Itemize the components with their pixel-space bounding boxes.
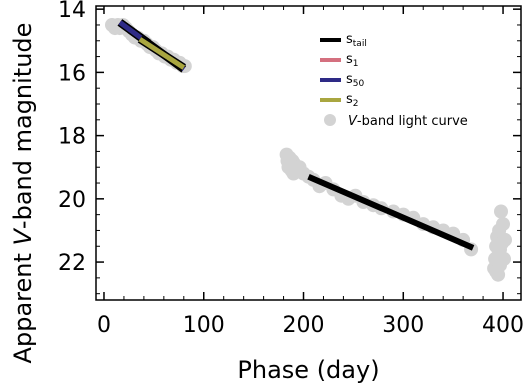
x-tick-label: 300 bbox=[382, 313, 424, 338]
x-tick-label: 400 bbox=[482, 313, 524, 338]
fit-line-s2 bbox=[138, 37, 186, 70]
y-axis-label-part-3: -band magnitude bbox=[9, 23, 37, 230]
light-curve-point bbox=[496, 217, 510, 232]
legend-label-s2: s2 bbox=[346, 92, 359, 109]
legend-label-points: V-band light curve bbox=[348, 114, 468, 129]
legend-marker-points bbox=[324, 114, 336, 126]
light-curve-point bbox=[494, 204, 508, 219]
legend-label-s50: s50 bbox=[346, 72, 365, 89]
legend: stail s1 s50 s2 V-band light curve bbox=[320, 32, 468, 129]
fit-lines bbox=[117, 19, 475, 251]
x-axis-label: Phase (day) bbox=[237, 356, 379, 384]
y-tick-label: 16 bbox=[58, 61, 86, 86]
legend-label-s_tail: stail bbox=[346, 32, 367, 49]
y-axis-label-part-1: Apparent bbox=[9, 245, 37, 363]
x-tick-label: 0 bbox=[97, 313, 111, 338]
legend-label-s1: s1 bbox=[346, 52, 359, 69]
light-curve-point bbox=[497, 251, 511, 266]
plot-frame bbox=[95, 5, 522, 301]
y-tick-label: 18 bbox=[58, 125, 86, 150]
fit-line-outline-s_tail bbox=[307, 173, 475, 251]
y-tick-label: 14 bbox=[58, 0, 86, 23]
axis-ticks: 0 100 200 300 400 14 16 18 20 22 bbox=[58, 0, 524, 338]
x-tick-label: 100 bbox=[183, 313, 225, 338]
y-axis-label: Apparent V-band magnitude bbox=[9, 23, 37, 364]
x-tick-label: 200 bbox=[283, 313, 325, 338]
y-axis-label-part-2: V bbox=[9, 227, 37, 245]
light-curve-point bbox=[498, 232, 512, 247]
y-tick-label: 22 bbox=[58, 251, 86, 276]
y-tick-label: 20 bbox=[58, 188, 86, 213]
